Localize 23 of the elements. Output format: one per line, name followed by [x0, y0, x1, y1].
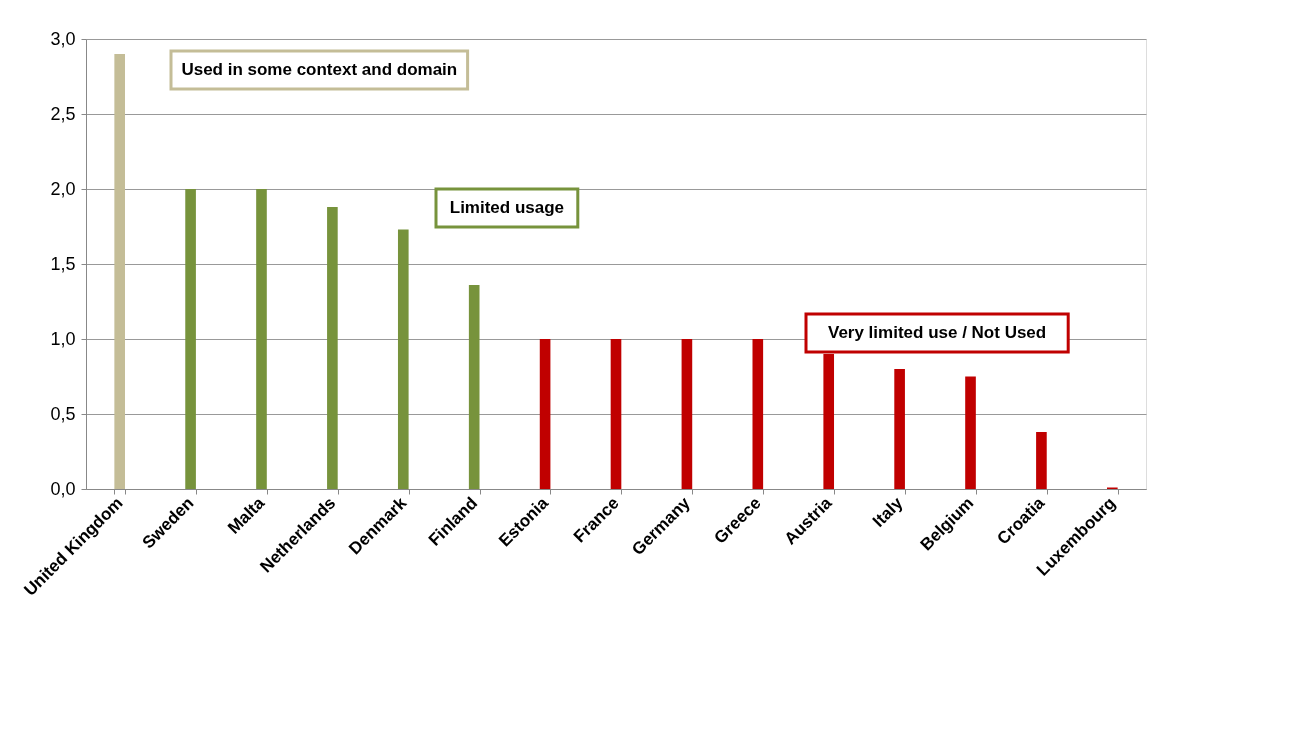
bar	[894, 369, 905, 489]
y-tick-label: 1,5	[50, 253, 76, 274]
y-tick-label: 0,5	[50, 403, 76, 424]
bar	[752, 339, 764, 489]
bar	[610, 339, 622, 489]
bar	[114, 54, 125, 489]
y-tick-label: 0,0	[50, 478, 76, 499]
series-label: Very limited use / Not Used	[827, 323, 1047, 342]
bar	[256, 189, 267, 489]
text: Used in some context and domain	[181, 60, 458, 79]
bar	[185, 189, 196, 489]
y-tick-label: 1,0	[50, 328, 76, 349]
bar	[468, 285, 480, 489]
bar	[681, 339, 693, 489]
bar	[327, 207, 338, 489]
bar	[1036, 432, 1047, 489]
bar	[539, 339, 551, 489]
text: Limited usage	[449, 198, 565, 217]
y-tick-label: 3,0	[50, 28, 76, 49]
y-tick-label: 2,5	[50, 103, 76, 124]
y-tick-label: 2,0	[50, 178, 76, 199]
bar	[965, 376, 976, 489]
bar	[397, 229, 409, 489]
